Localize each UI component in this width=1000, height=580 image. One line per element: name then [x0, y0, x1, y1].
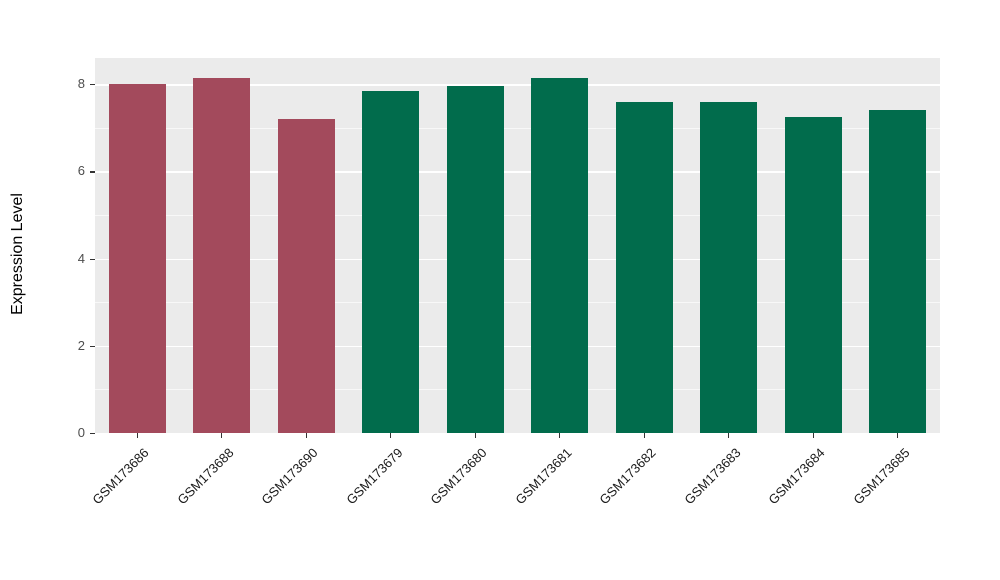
x-tick-mark [136, 433, 138, 438]
bar-GSM173688 [193, 77, 251, 433]
bar-GSM173686 [108, 84, 166, 433]
gridline-minor [95, 214, 940, 216]
y-tick-label: 4 [77, 250, 85, 266]
gridline-major [95, 171, 940, 173]
bar-GSM173680 [446, 86, 504, 433]
y-tick-label: 2 [77, 337, 85, 353]
x-tick-label: GSM173680 [427, 445, 490, 508]
bar-GSM173685 [869, 110, 927, 433]
chart-panel [95, 58, 940, 435]
x-tick-label: GSM173690 [258, 445, 321, 508]
x-tick-label: GSM173686 [89, 445, 152, 508]
x-tick-mark [643, 433, 645, 438]
bar-GSM173690 [277, 119, 335, 433]
y-tick-mark [90, 433, 95, 435]
y-axis-title: Expression Level [9, 193, 26, 315]
bar-GSM173683 [700, 101, 758, 433]
x-tick-label: GSM173683 [681, 445, 744, 508]
bar-GSM173684 [784, 116, 842, 433]
gridline-major [95, 258, 940, 261]
y-tick-mark [90, 258, 95, 260]
gridline-minor [95, 389, 940, 391]
gridline-major [95, 433, 940, 435]
y-tick-mark [90, 171, 95, 173]
x-tick-mark [812, 433, 814, 438]
gridline-major [95, 345, 940, 348]
x-tick-mark [390, 433, 392, 438]
y-tick-label: 0 [77, 425, 85, 440]
y-tick-mark [90, 345, 95, 347]
x-tick-mark [305, 433, 307, 438]
gridline-minor [95, 127, 940, 129]
bar-GSM173679 [362, 90, 420, 433]
y-tick-mark [90, 84, 95, 86]
x-tick-mark [728, 433, 730, 438]
x-tick-mark [897, 433, 899, 438]
x-tick-label: GSM173684 [765, 445, 828, 508]
y-tick-label: 8 [77, 76, 85, 92]
x-tick-label: GSM173679 [343, 445, 406, 508]
x-tick-label: GSM173688 [174, 445, 237, 508]
x-tick-mark [221, 433, 223, 438]
x-tick-label: GSM173685 [850, 445, 913, 508]
gridline-major [95, 84, 940, 86]
bar-GSM173682 [615, 101, 673, 433]
x-tick-mark [559, 433, 561, 438]
gridline-minor [95, 302, 940, 303]
y-tick-label: 6 [77, 163, 85, 179]
x-tick-mark [474, 433, 476, 438]
x-tick-label: GSM173681 [512, 445, 575, 508]
x-tick-label: GSM173682 [596, 445, 659, 508]
bar-GSM173681 [531, 77, 589, 433]
